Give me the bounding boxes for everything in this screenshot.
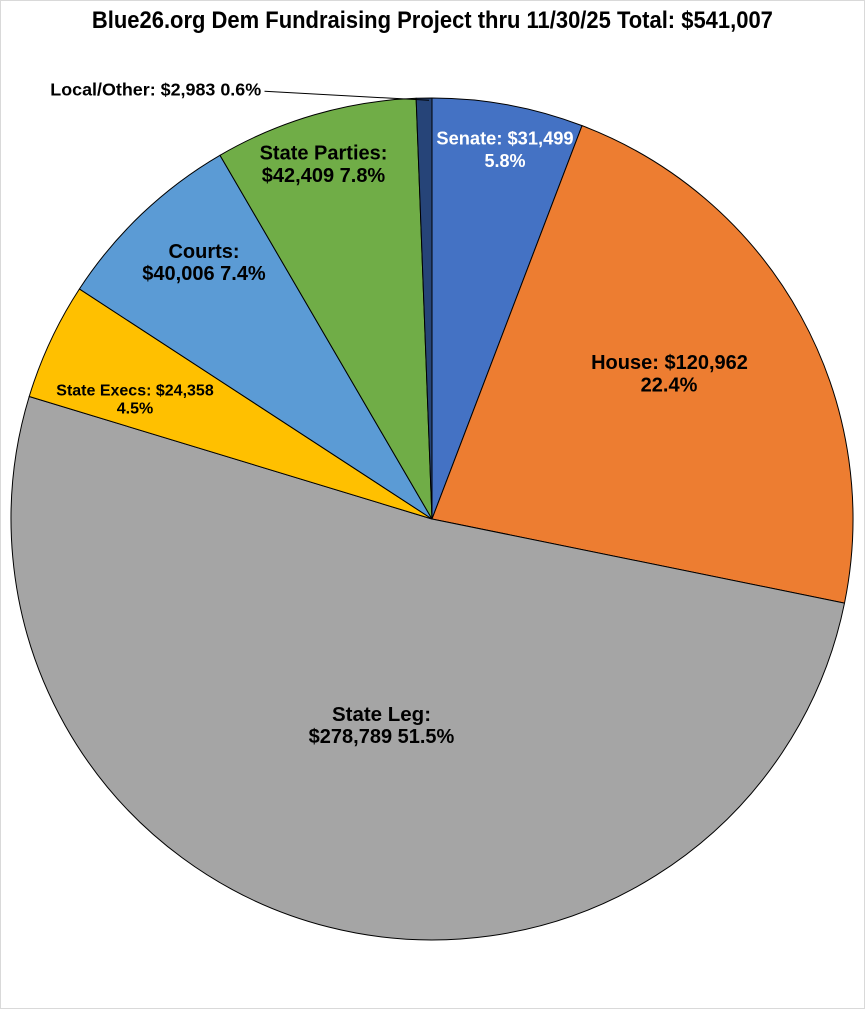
svg-text:22.4%: 22.4% bbox=[641, 374, 698, 396]
svg-text:4.5%: 4.5% bbox=[117, 401, 153, 418]
svg-text:Courts:: Courts: bbox=[168, 241, 239, 263]
svg-text:State Execs: $24,358: State Execs: $24,358 bbox=[56, 382, 214, 399]
svg-text:Blue26.org Dem Fundraising Pro: Blue26.org Dem Fundraising Project thru … bbox=[92, 8, 773, 34]
svg-text:Local/Other: $2,983 0.6%: Local/Other: $2,983 0.6% bbox=[50, 80, 261, 100]
svg-text:5.8%: 5.8% bbox=[484, 151, 525, 171]
svg-text:State Parties:: State Parties: bbox=[260, 142, 388, 164]
svg-text:$278,789 51.5%: $278,789 51.5% bbox=[309, 726, 455, 748]
svg-text:State Leg:: State Leg: bbox=[332, 703, 431, 726]
svg-text:Senate: $31,499: Senate: $31,499 bbox=[436, 128, 573, 149]
svg-text:$42,409 7.8%: $42,409 7.8% bbox=[262, 165, 386, 187]
svg-text:House: $120,962: House: $120,962 bbox=[591, 352, 748, 374]
svg-text:$40,006 7.4%: $40,006 7.4% bbox=[142, 263, 266, 285]
